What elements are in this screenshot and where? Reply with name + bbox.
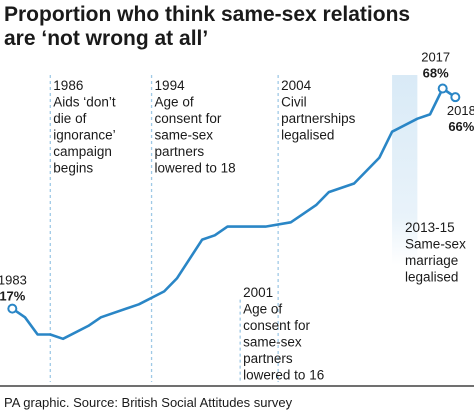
source-note: PA graphic. Source: British Social Attit… [4,395,293,410]
annotation-1986-line-2: Aids ‘don’t [53,95,116,110]
annotation-2004-line-1: 2004 [281,78,312,93]
endpoint-markers [7,83,461,314]
annotation-1994-line-5: partners [155,144,205,159]
annotation-1986-line-4: ignorance’ [53,128,115,143]
annotation-2001-line-1: 2001 [243,285,273,300]
annotation-2004-line-4: legalised [281,128,334,143]
point-marker-2017 [437,83,448,94]
annotation-2013-15-line-3: marriage [405,253,458,268]
series-line [11,87,457,341]
proportion-line [11,87,457,341]
point-year-2017: 2017 [421,50,450,65]
annotation-1994-line-4: same-sex [155,128,214,143]
marriage-band-rect [392,75,418,265]
annotation-1994-line-1: 1994 [155,78,186,93]
annotation-1986-line-5: campaign [53,144,112,159]
annotation-2013-15-line-4: legalised [405,270,458,285]
point-value-2017: 68% [423,66,449,81]
annotation-1986-line-6: begins [53,161,93,176]
annotation-1994-line-2: Age of [155,95,194,110]
marriage-period-band [392,75,418,265]
chart-title-line-1: Proportion who think same-sex relations [4,3,410,26]
point-year-1983: 1983 [0,273,27,288]
annotation-2001-line-6: lowered to 16 [243,368,324,383]
annotation-2004-line-2: Civil [281,95,307,110]
annotation-2001-line-4: same-sex [243,335,302,350]
annotation-2001-line-3: consent for [243,318,310,333]
annotation-2004-line-3: partnerships [281,111,356,126]
point-marker-2018 [450,92,461,103]
annotation-2013-15-line-1: 2013-15 [405,220,455,235]
annotation-2001-line-5: partners [243,351,293,366]
annotation-2013-15-line-2: Same-sex [405,237,466,252]
chart-title-line-2: are ‘not wrong at all’ [4,27,208,50]
annotation-1994-line-3: consent for [155,111,222,126]
annotation-2001-line-2: Age of [243,302,282,317]
annotation-guides [49,75,279,382]
point-value-2018: 66% [448,119,474,134]
point-marker-1983 [7,303,18,314]
point-value-1983: 17% [0,289,26,304]
annotation-1994-line-6: lowered to 18 [155,161,236,176]
point-year-2018: 2018 [447,103,474,118]
annotation-1986-line-3: die of [53,111,86,126]
annotation-1986-line-1: 1986 [53,78,83,93]
